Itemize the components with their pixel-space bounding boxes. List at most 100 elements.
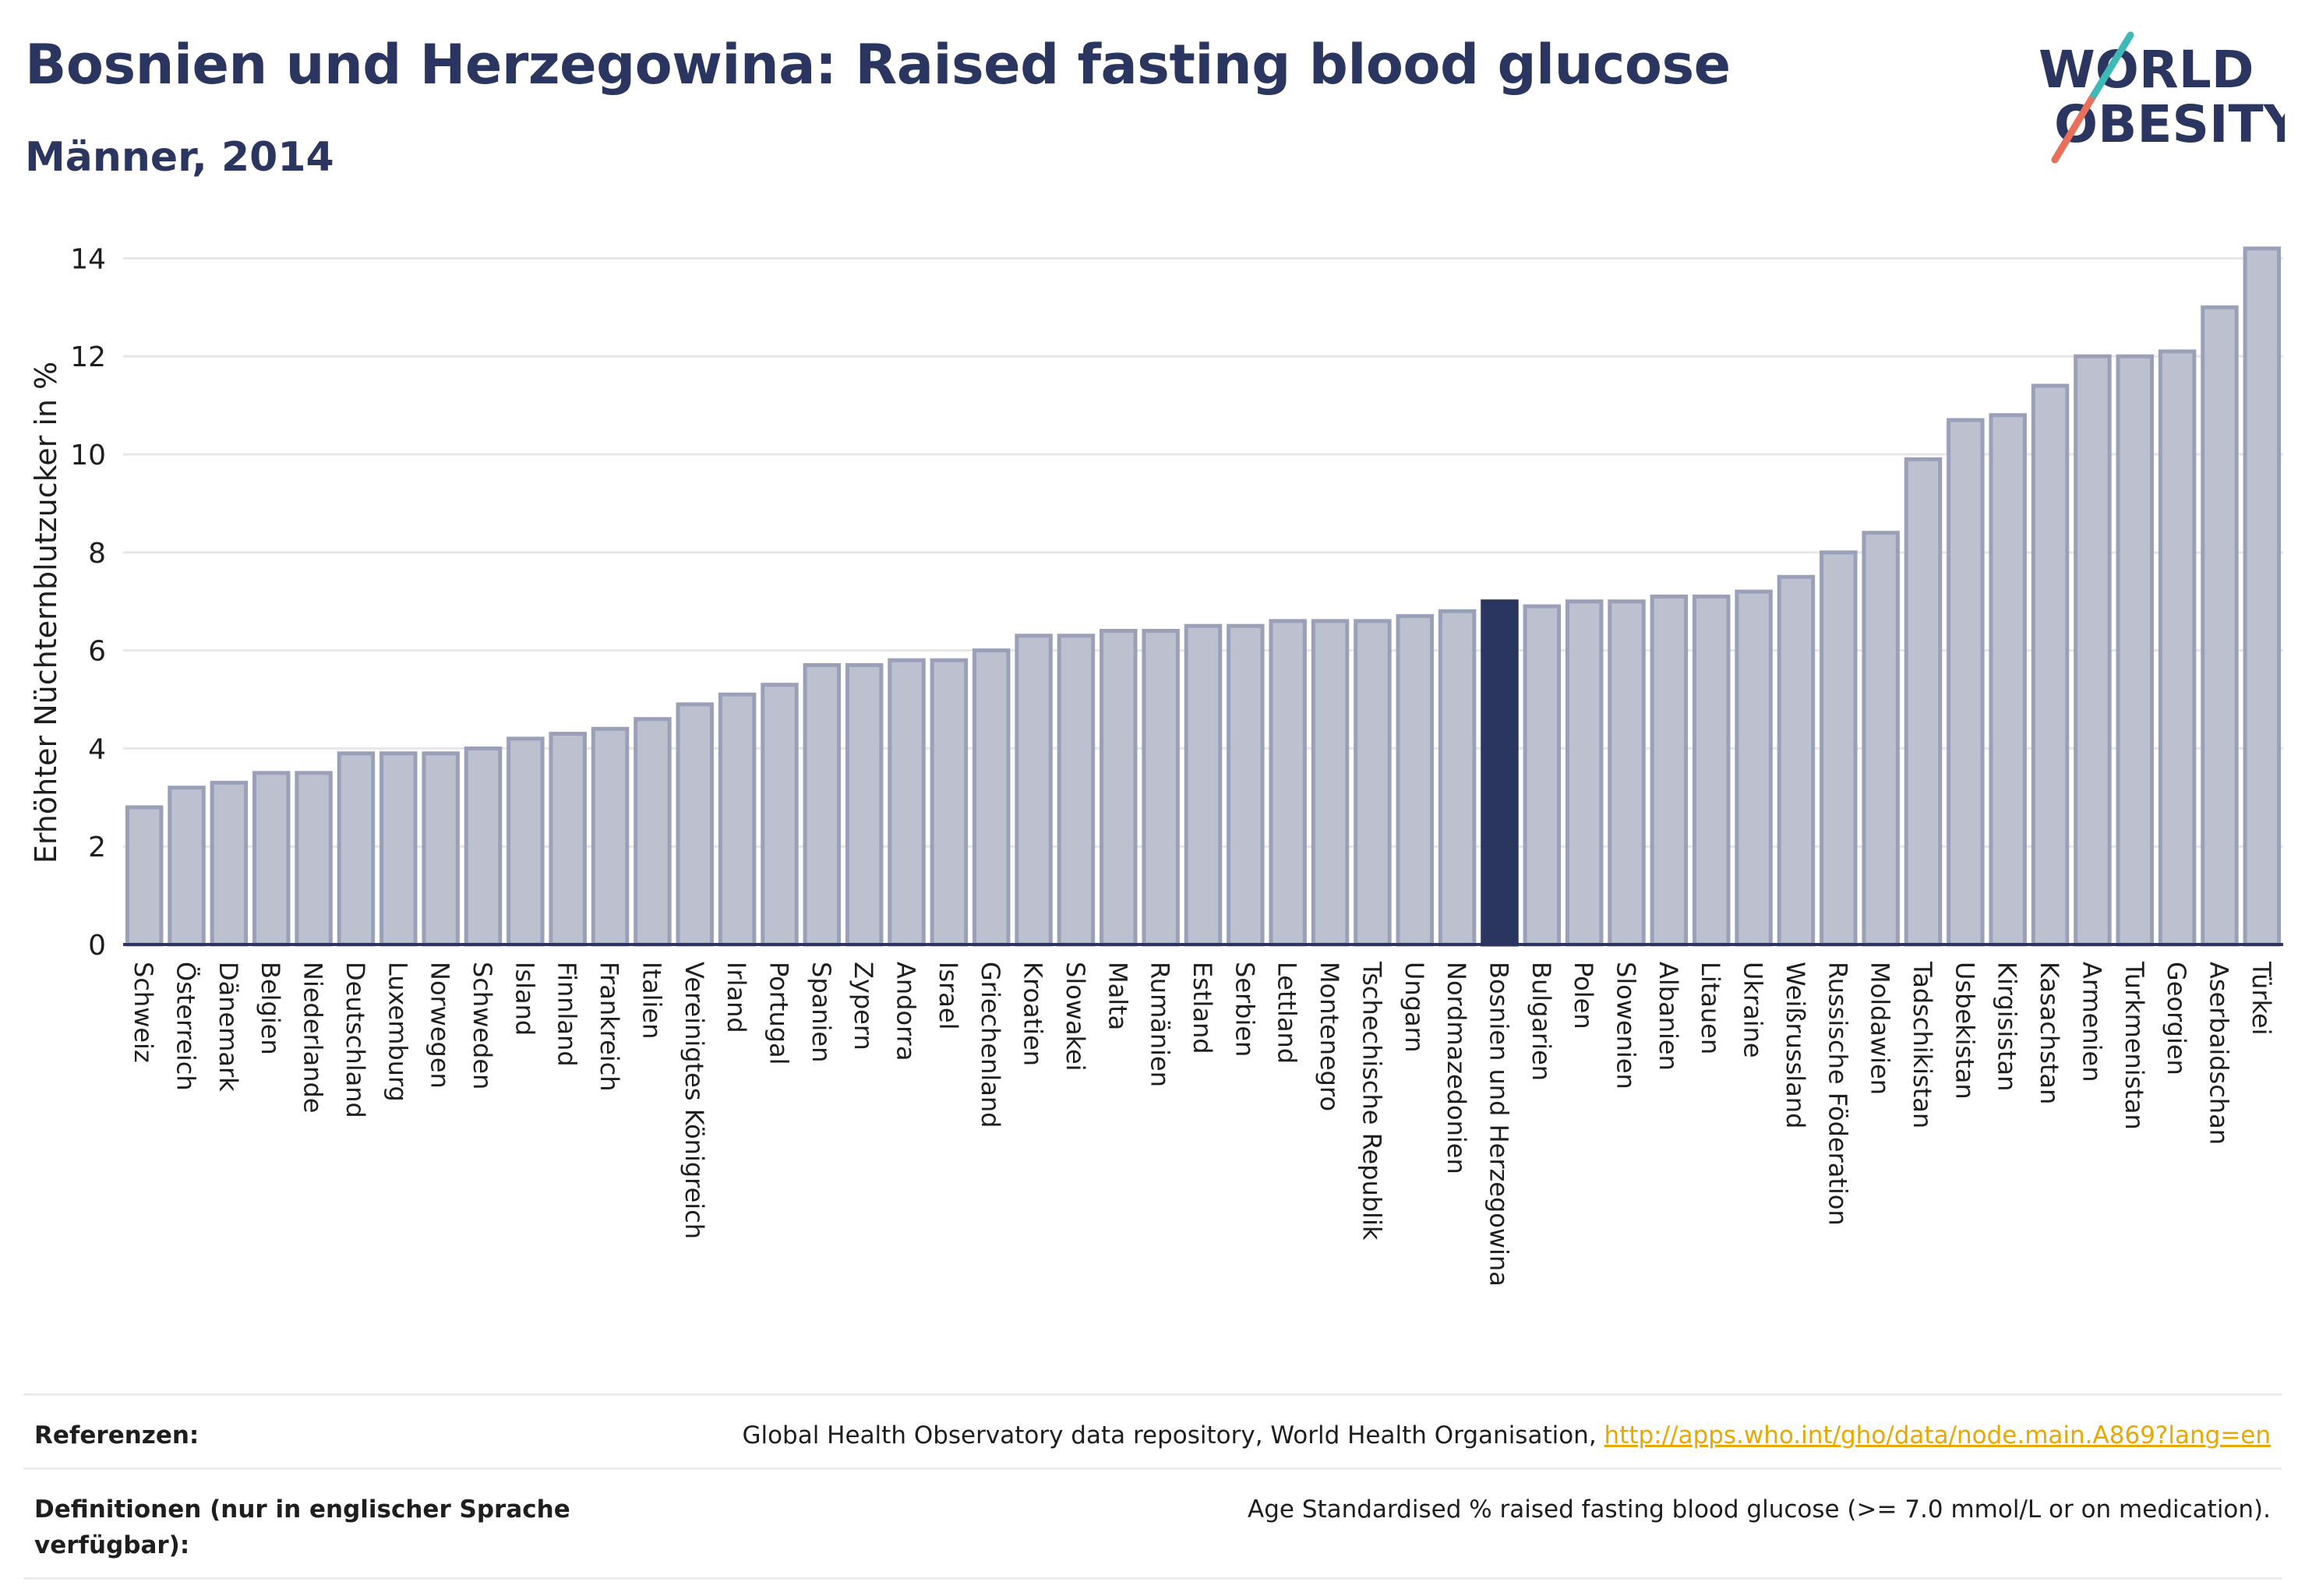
bar-italien xyxy=(634,717,672,947)
bar-israel xyxy=(930,658,969,947)
x-tick-label: Spanien xyxy=(807,962,836,1062)
bar-nordmazedonien xyxy=(1438,609,1477,947)
bar-weißrussland xyxy=(1777,574,1816,947)
x-tick-label: Bulgarien xyxy=(1527,962,1556,1081)
x-tick-label: Andorra xyxy=(891,962,921,1061)
x-tick-label: Irland xyxy=(722,962,751,1033)
bar-spanien xyxy=(803,662,842,947)
x-tick-label: Türkei xyxy=(2247,961,2276,1036)
references-value: Global Health Observatory data repositor… xyxy=(742,1418,2271,1453)
x-tick-label: Portugal xyxy=(764,962,793,1065)
bar-finnland xyxy=(549,732,587,947)
x-tick-label: Frankreich xyxy=(595,962,624,1092)
y-tick-label: 10 xyxy=(70,440,106,471)
bar-malta xyxy=(1100,628,1138,947)
x-tick-label: Malta xyxy=(1103,962,1132,1030)
y-tick-label: 0 xyxy=(88,930,106,962)
chart-subtitle: Männer, 2014 xyxy=(25,134,334,181)
bar-moldawien xyxy=(1862,531,1900,947)
bar-turkmenistan xyxy=(2116,354,2155,947)
x-tick-label: Luxemburg xyxy=(383,962,412,1102)
definitions-value: Age Standardised % raised fasting blood … xyxy=(1248,1495,2271,1524)
x-tick-label: Griechenland xyxy=(976,962,1005,1128)
bar-belgien xyxy=(252,771,291,947)
x-tick-label: Bosnien und Herzegowina xyxy=(1484,962,1513,1287)
bar-kasachstan xyxy=(2031,383,2070,947)
x-tick-label: Montenegro xyxy=(1315,962,1344,1111)
world-obesity-logo: WORLD OBESITY xyxy=(2038,31,2285,164)
bar-bosnien-und-herzegowina xyxy=(1481,599,1519,947)
bar-dänemark xyxy=(210,780,249,947)
x-tick-label: Armenien xyxy=(2077,962,2106,1082)
y-tick-label: 14 xyxy=(70,243,106,275)
bar-montenegro xyxy=(1311,619,1350,947)
x-tick-label: Tschechische Republik xyxy=(1357,961,1386,1241)
bar-andorra xyxy=(888,658,926,947)
y-tick-label: 12 xyxy=(70,341,106,373)
bar-litauen xyxy=(1692,594,1731,947)
bar-rumänien xyxy=(1142,628,1180,947)
x-tick-label: Kirgisistan xyxy=(1993,962,2022,1091)
x-tick-label: Slowenien xyxy=(1611,962,1641,1089)
bar-irland xyxy=(718,692,757,947)
chart-title: Bosnien und Herzegowina: Raised fasting … xyxy=(25,33,1731,97)
bar-schweiz xyxy=(125,805,164,947)
bar-schweden xyxy=(464,746,503,947)
bar-österreich xyxy=(168,786,206,947)
bar-ukraine xyxy=(1735,589,1773,947)
bars xyxy=(125,246,2282,947)
bar-niederlande xyxy=(295,771,333,947)
x-tick-label: Ukraine xyxy=(1738,962,1768,1058)
y-axis-ticks: 0 2 4 6 8 10 12 14 xyxy=(70,243,106,962)
bar-portugal xyxy=(761,683,799,947)
x-tick-label: Nordmazedonien xyxy=(1442,962,1471,1174)
x-tick-label: Vereinigtes Königreich xyxy=(679,962,709,1239)
bar-georgien xyxy=(2158,349,2197,947)
bar-russische-föderation xyxy=(1820,550,1858,947)
y-tick-label: 6 xyxy=(88,636,106,668)
definitions-label: Definitionen (nur in englischer Sprache … xyxy=(34,1495,570,1559)
bar-deutschland xyxy=(337,751,376,947)
bar-slowakei xyxy=(1057,634,1096,947)
x-tick-label: Polen xyxy=(1569,962,1598,1029)
bar-polen xyxy=(1565,599,1604,947)
bar-chart: 0 2 4 6 8 10 12 14 Schweiz Österreich Dänemark Bel… xyxy=(29,243,2283,1287)
bar-türkei xyxy=(2243,246,2282,947)
x-tick-label: Slowakei xyxy=(1061,962,1090,1072)
definitions-row: Definitionen (nur in englischer Sprache … xyxy=(23,1467,2282,1580)
bar-island xyxy=(507,736,545,947)
x-tick-label: Estland xyxy=(1188,962,1217,1054)
bar-tadschikistan xyxy=(1904,457,1943,947)
y-tick-label: 8 xyxy=(88,538,106,570)
x-tick-label: Georgien xyxy=(2162,962,2191,1075)
y-axis-label: Erhöhter Nüchternblutzucker in % xyxy=(29,362,63,863)
bar-lettland xyxy=(1269,619,1307,947)
bar-aserbaidschan xyxy=(2201,305,2239,947)
x-tick-label: Israel xyxy=(934,962,963,1029)
x-tick-label: Belgien xyxy=(256,962,285,1055)
x-tick-label: Dänemark xyxy=(214,962,243,1092)
x-tick-label: Lettland xyxy=(1273,962,1302,1064)
references-link[interactable]: http://apps.who.int/gho/data/node.main.A… xyxy=(1604,1421,2271,1449)
x-tick-label: Aserbaidschan xyxy=(2204,962,2233,1145)
bar-serbien xyxy=(1227,623,1265,947)
x-tick-label: Litauen xyxy=(1696,962,1725,1054)
x-tick-label: Moldawien xyxy=(1866,962,1895,1095)
x-tick-label: Österreich xyxy=(171,962,201,1091)
x-tick-label: Ungarn xyxy=(1400,962,1429,1053)
bar-griechenland xyxy=(972,648,1011,947)
x-tick-label: Italien xyxy=(637,962,666,1039)
x-tick-label: Rumänien xyxy=(1145,962,1175,1087)
logo-line1: WORLD xyxy=(2038,40,2254,100)
x-tick-label: Tadschikistan xyxy=(1908,961,1937,1128)
bar-frankreich xyxy=(591,726,630,947)
x-axis-labels: Schweiz Österreich Dänemark Belgien Niederla… xyxy=(129,961,2276,1287)
bar-kirgisistan xyxy=(1989,413,2027,947)
x-tick-label: Finnland xyxy=(552,962,582,1067)
x-tick-label: Kasachstan xyxy=(2035,962,2064,1104)
x-tick-label: Schweiz xyxy=(129,962,158,1063)
x-tick-label: Albanien xyxy=(1654,962,1683,1071)
x-tick-label: Norwegen xyxy=(425,962,455,1089)
bar-vereinigtes-königreich xyxy=(676,702,715,947)
references-row: Referenzen: Global Health Observatory da… xyxy=(23,1393,2282,1467)
